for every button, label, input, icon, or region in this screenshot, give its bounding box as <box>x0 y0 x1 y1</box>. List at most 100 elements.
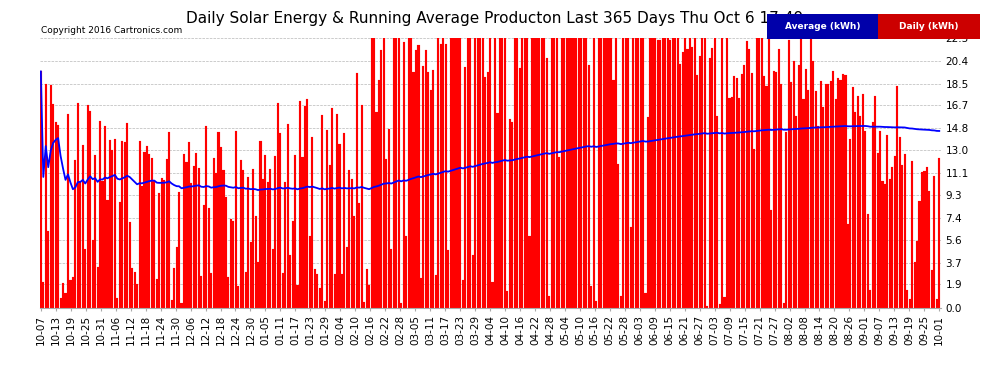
Bar <box>666 38 669 308</box>
Bar <box>832 71 835 308</box>
Bar <box>691 46 693 308</box>
Bar <box>734 76 736 308</box>
Bar <box>168 132 170 308</box>
Bar <box>385 159 387 308</box>
Bar <box>790 82 792 308</box>
Bar <box>489 38 491 308</box>
Bar <box>160 178 162 308</box>
Bar <box>235 131 237 308</box>
Bar <box>329 165 331 308</box>
Bar <box>459 38 461 308</box>
Bar <box>545 58 547 308</box>
Bar <box>936 298 938 307</box>
Bar <box>844 75 846 307</box>
Bar <box>778 49 780 308</box>
Bar <box>640 38 642 308</box>
Bar <box>575 38 577 308</box>
Bar <box>203 205 205 308</box>
Bar <box>906 290 908 308</box>
Bar <box>810 38 812 308</box>
Bar <box>608 38 610 308</box>
Bar <box>750 73 752 308</box>
Bar <box>793 62 795 308</box>
Bar <box>580 38 582 308</box>
Bar <box>119 202 121 308</box>
Bar <box>573 38 575 308</box>
Bar <box>521 38 523 308</box>
Bar <box>874 96 876 308</box>
Bar <box>618 164 620 308</box>
Bar <box>615 38 617 308</box>
Bar <box>929 191 931 308</box>
Bar <box>355 73 357 308</box>
Bar <box>185 162 187 308</box>
Bar <box>768 38 770 308</box>
Bar <box>248 177 249 308</box>
Bar <box>479 38 481 308</box>
Bar <box>514 38 516 308</box>
Bar <box>136 284 139 308</box>
Bar <box>190 183 192 308</box>
Bar <box>755 38 757 308</box>
Bar <box>129 222 131 308</box>
Bar <box>861 94 864 308</box>
Bar <box>54 122 56 308</box>
Bar <box>97 267 99 308</box>
Bar <box>726 38 728 308</box>
Bar <box>208 208 210 308</box>
Bar <box>484 76 486 308</box>
Bar <box>84 249 86 308</box>
Bar <box>198 168 200 308</box>
Bar <box>486 72 489 308</box>
Bar <box>395 38 397 308</box>
Bar <box>686 49 689 308</box>
Bar <box>783 303 785 307</box>
Bar <box>659 40 661 308</box>
Bar <box>259 141 261 308</box>
Bar <box>909 300 911 307</box>
Bar <box>139 141 141 308</box>
Bar <box>82 144 84 308</box>
Bar <box>365 268 367 308</box>
Bar <box>620 296 622 307</box>
Bar <box>605 38 607 308</box>
Bar <box>249 242 251 308</box>
Bar <box>200 276 202 308</box>
Bar <box>661 38 664 308</box>
Bar <box>233 220 235 308</box>
Bar <box>373 38 375 308</box>
Bar <box>676 38 679 308</box>
Bar <box>758 38 760 308</box>
Bar <box>541 38 543 308</box>
Bar <box>277 103 279 308</box>
Bar <box>469 38 471 308</box>
Bar <box>447 251 449 308</box>
Bar <box>654 38 656 308</box>
Bar <box>526 38 528 308</box>
Bar <box>696 75 698 307</box>
Bar <box>739 98 741 308</box>
Bar <box>116 297 119 307</box>
Bar <box>770 210 772 308</box>
Bar <box>228 278 230 308</box>
Bar <box>457 38 459 308</box>
Bar <box>296 285 299 308</box>
Bar <box>223 170 225 308</box>
Bar <box>931 270 933 308</box>
Bar <box>341 274 343 308</box>
Bar <box>704 38 706 308</box>
Bar <box>511 122 513 308</box>
Bar <box>114 139 116 308</box>
Bar <box>671 38 674 308</box>
Bar <box>800 38 802 308</box>
Bar <box>476 38 479 308</box>
Text: Copyright 2016 Cartronics.com: Copyright 2016 Cartronics.com <box>42 26 182 35</box>
Bar <box>165 159 167 308</box>
Bar <box>193 166 195 308</box>
Bar <box>856 96 859 308</box>
Bar <box>919 201 921 308</box>
Bar <box>558 157 560 308</box>
Bar <box>175 247 177 308</box>
Bar <box>240 160 242 308</box>
Bar <box>837 78 840 308</box>
